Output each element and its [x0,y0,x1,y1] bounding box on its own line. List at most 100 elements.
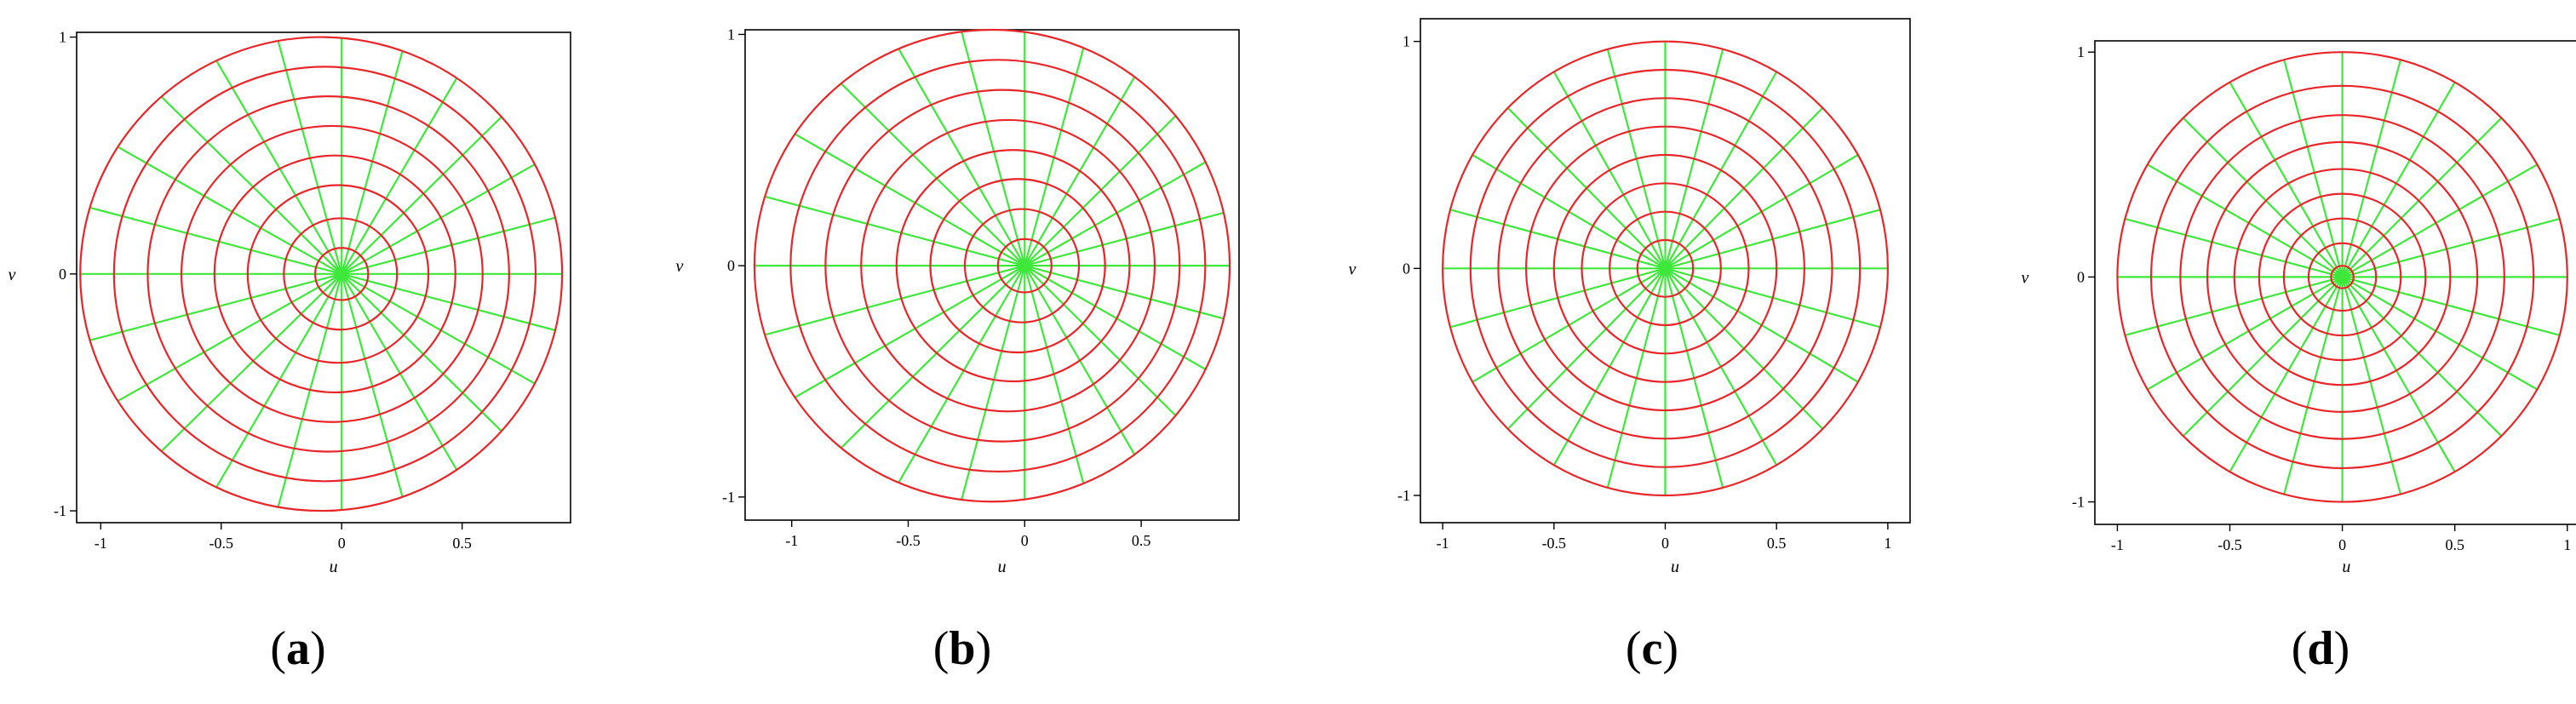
level-circle [2282,217,2402,337]
level-circle [2330,265,2355,289]
x-tick-label: 0 [1661,535,1669,552]
panel-a: -1 -0.5 0 0.5 -1 0 1 u v (a) [9,29,571,675]
radial-line [1024,265,1207,370]
y-axis-label: v [1349,260,1357,278]
radial-line [961,31,1026,266]
radial-line [117,146,342,275]
x-axis-label: u [1671,558,1679,576]
radial-line [341,77,458,275]
radial-line [341,50,404,275]
radial-line [341,273,404,498]
level-circle [1442,40,1889,497]
radial-line [341,272,556,331]
radial-line [1024,265,1177,416]
level-circle [213,154,456,394]
x-tick-label: 1 [1884,535,1891,552]
level-circle [180,124,484,423]
level-circle [2206,140,2479,414]
radial-line [89,272,342,341]
level-circle [246,184,430,364]
radial-line [2341,59,2402,278]
x-tick-label: 1 [2563,536,2571,553]
level-circle [1497,97,1833,440]
level-circle [1636,238,1695,298]
radial-line [840,265,1026,449]
radial-line [2341,277,2402,495]
y-tick-label: 0 [727,257,735,274]
level-circle [2149,84,2535,470]
radial-line [2147,163,2344,278]
x-tick-label: 0.5 [1767,535,1787,552]
level-circle [1552,153,1778,383]
level-circle [112,66,537,483]
panel-b: -1 -0.5 0 0.5 -1 0 1 u v (b) [676,26,1240,675]
radial-line [1024,211,1225,267]
radial-line [961,265,1026,501]
radial-line [341,163,536,275]
radial-line [341,272,536,385]
radial-line [2229,82,2344,278]
level-circle [2307,242,2378,312]
radial-line [794,265,1025,398]
x-tick-label: 0.5 [452,535,472,552]
y-tick-label: 1 [2077,43,2085,60]
radial-line [2125,276,2343,336]
radial-line [2342,276,2561,336]
panel-caption: (b) [933,622,991,675]
level-circle [2116,51,2568,503]
level-circle [1581,182,1750,355]
radial-line [2342,217,2561,278]
y-axis-label: v [9,266,16,284]
x-tick-label: 0 [1021,532,1029,549]
radial-line [2147,276,2344,391]
radial-line [341,273,502,432]
level-circle [1609,210,1722,327]
radial-line [160,273,342,452]
y-tick-label: 1 [1403,33,1410,50]
y-tick-label: 1 [59,29,66,46]
level-circle [283,217,399,331]
plot-frame [2094,40,2576,525]
x-tick-label: -0.5 [209,535,234,552]
radial-line [1024,161,1207,267]
y-axis-label: v [2022,268,2029,287]
radial-line [1024,115,1177,266]
level-circle [929,178,1106,354]
radial-line [341,273,458,471]
level-circle [996,238,1053,294]
radial-line [764,195,1025,267]
x-axis-label: u [330,558,338,576]
radial-line [2283,59,2344,278]
radial-line [117,272,342,403]
radial-line [2183,276,2344,437]
x-tick-label: -0.5 [1542,535,1567,552]
radial-line [2341,276,2456,472]
panel-caption: (a) [270,622,325,675]
level-circle [2179,114,2505,440]
radial-line [2183,117,2344,278]
panel-caption: (c) [1626,622,1678,675]
panel-d: -1 -0.5 0 0.5 1 -1 0 1 u v (d) [2022,40,2576,675]
radial-line [2125,217,2343,278]
level-circle [963,208,1081,323]
radial-line [898,265,1026,484]
level-circle [2233,168,2452,386]
radial-line [2342,276,2538,391]
radial-line [2342,163,2538,278]
radial-line [764,265,1025,336]
radial-line [898,48,1026,266]
y-tick-label: -1 [54,502,66,519]
radial-line [341,216,556,275]
radial-line [89,206,342,275]
level-circle [1469,68,1862,468]
x-tick-label: -1 [1437,535,1449,552]
level-circle [895,149,1131,383]
radial-line [160,95,342,275]
level-circle [2258,192,2427,362]
y-tick-label: 0 [1403,260,1410,277]
radial-line [1024,265,1225,320]
radial-line [2341,117,2503,278]
y-tick-label: -1 [722,489,735,506]
radial-line [215,273,343,488]
